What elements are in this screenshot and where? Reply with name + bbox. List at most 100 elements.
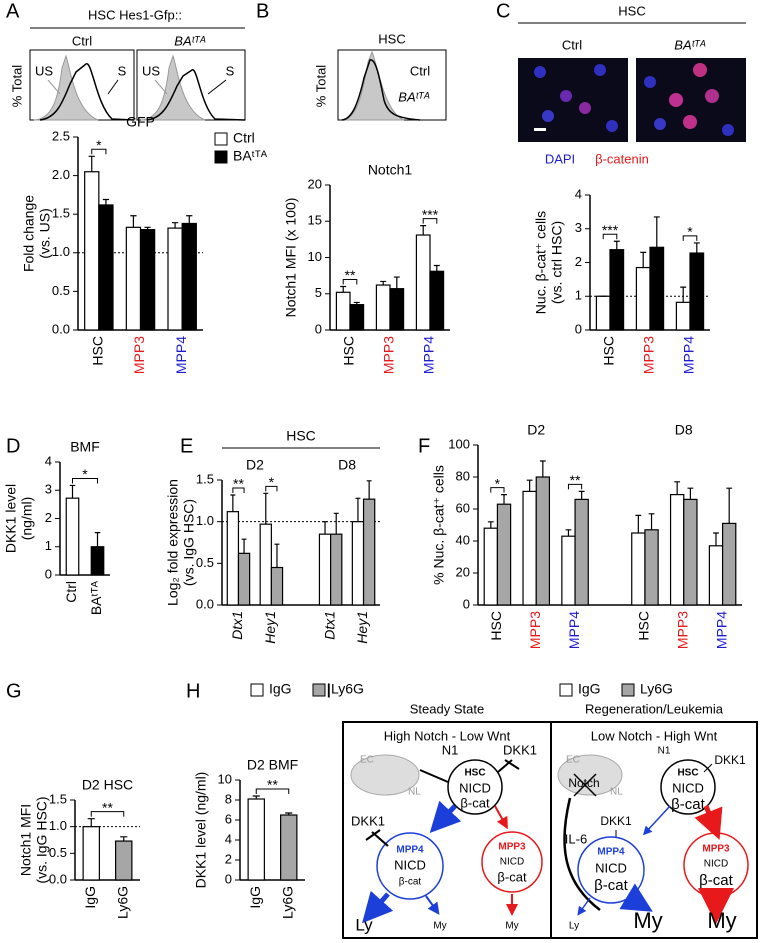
x-tick-label: BAᵗᵀᴬ bbox=[88, 580, 104, 615]
bar bbox=[644, 529, 659, 606]
error-bar bbox=[333, 512, 339, 535]
error-bar bbox=[648, 513, 655, 530]
y-tick-label: 1.0 bbox=[196, 513, 214, 528]
node-label: MPP3 bbox=[498, 842, 526, 853]
y-axis-label: DKK1 level bbox=[3, 484, 19, 553]
y-tick-label: 10 bbox=[218, 771, 232, 786]
histogram-curve bbox=[341, 59, 421, 121]
interaction bbox=[419, 769, 449, 783]
x-tick-label: MPP4 bbox=[566, 611, 582, 649]
group-label: D2 bbox=[527, 422, 545, 438]
bar bbox=[708, 545, 724, 606]
node-label: MPP4 bbox=[597, 847, 625, 858]
bar bbox=[90, 546, 105, 576]
x-tick-label: Ctrl bbox=[63, 581, 79, 603]
x-tick-label: HSC bbox=[601, 336, 617, 366]
significance-label: ** bbox=[267, 777, 278, 793]
y-tick-label: 20 bbox=[308, 176, 322, 191]
chart-title: Notch1 bbox=[368, 162, 413, 178]
x-tick-label: HSC bbox=[341, 336, 357, 366]
bar bbox=[574, 498, 589, 606]
bar bbox=[689, 252, 705, 331]
bar bbox=[125, 226, 142, 331]
error-bar bbox=[186, 215, 193, 224]
bar bbox=[522, 490, 537, 606]
significance-label: * bbox=[82, 466, 88, 482]
arrow bbox=[494, 805, 508, 830]
bar bbox=[362, 498, 376, 606]
bar bbox=[721, 522, 737, 606]
y-tick-label: 20 bbox=[456, 564, 470, 579]
leader bbox=[154, 79, 168, 95]
diagram-label: N1 bbox=[442, 742, 459, 757]
histogram-label: US bbox=[35, 63, 53, 78]
y-tick-label: 100 bbox=[448, 436, 470, 451]
y-axis-label: (vs. IgG HSC) bbox=[181, 499, 197, 586]
y-tick-label: 80 bbox=[456, 468, 470, 483]
legend-swatch bbox=[214, 150, 228, 164]
y-tick-label: 0 bbox=[315, 321, 322, 336]
histogram-curve bbox=[33, 54, 99, 121]
bar bbox=[226, 511, 240, 606]
significance-bracket bbox=[255, 788, 290, 794]
bar bbox=[139, 229, 156, 331]
significance-bracket bbox=[90, 811, 125, 817]
y-tick-label: 2.5 bbox=[52, 128, 70, 143]
diagram-label: DKK1 bbox=[600, 814, 632, 828]
error-bar bbox=[102, 198, 110, 205]
node-label: HSC bbox=[677, 768, 698, 779]
panel-label: A bbox=[6, 0, 20, 22]
arrow bbox=[577, 897, 591, 916]
significance-label: * bbox=[269, 474, 275, 490]
significance-bracket bbox=[265, 485, 278, 492]
legend-swatch bbox=[214, 132, 228, 146]
histogram-curve bbox=[146, 69, 246, 121]
y-axis-label: Notch1 MFI (x 100) bbox=[283, 198, 299, 318]
error-bar bbox=[393, 276, 400, 289]
bar bbox=[318, 533, 332, 606]
stain-label: β-catenin bbox=[595, 151, 649, 166]
arrow bbox=[694, 805, 723, 840]
panel-label: E bbox=[180, 435, 193, 457]
y-axis-label: (ng/ml) bbox=[19, 497, 35, 541]
bar bbox=[649, 246, 665, 331]
stain-label: DAPI bbox=[545, 151, 575, 166]
y-axis-label: Log₂ fold expression bbox=[165, 479, 181, 606]
x-tick-label: MPP4 bbox=[713, 611, 729, 649]
output-label: My bbox=[505, 921, 518, 932]
significance-label: *** bbox=[422, 206, 439, 222]
output-label: Ly bbox=[569, 921, 579, 932]
significance-bracket bbox=[567, 483, 583, 490]
histogram-panel-label: BAᵗᵀᴬ bbox=[174, 33, 206, 48]
bar bbox=[181, 222, 197, 331]
y-tick-label: 2 bbox=[225, 851, 232, 866]
y-axis-label: Notch1 MFI bbox=[18, 804, 34, 876]
output-label: My bbox=[633, 908, 662, 933]
image-panel: HSC Ctrl BAᵗᵀᴬ DAPI β-catenin bbox=[518, 3, 746, 166]
x-tick-label: MPP3 bbox=[674, 611, 690, 649]
arrow bbox=[619, 883, 653, 912]
y-tick-label: 0.5 bbox=[49, 845, 67, 860]
y-tick-label: 4 bbox=[45, 453, 52, 468]
image-panel-label: BAᵗᵀᴬ bbox=[674, 37, 706, 52]
y-axis-label: DKK1 level (ng/ml) bbox=[193, 772, 209, 889]
diagram-label: EC bbox=[360, 755, 374, 766]
y-axis-label: (vs. ctrl HSC) bbox=[549, 221, 565, 304]
bar bbox=[675, 301, 691, 331]
diagram-label: NL bbox=[610, 787, 623, 798]
legend-swatch bbox=[621, 683, 635, 697]
error-bar bbox=[322, 521, 328, 535]
output-label: Ly bbox=[355, 915, 373, 934]
error-bar bbox=[578, 490, 585, 500]
bar bbox=[631, 532, 646, 606]
error-bar bbox=[230, 494, 236, 512]
node-label: NICD bbox=[672, 780, 704, 795]
x-tick-label: MPP3 bbox=[131, 336, 147, 374]
error-bar bbox=[693, 242, 700, 254]
cells bbox=[534, 63, 734, 136]
significance-label: *** bbox=[602, 222, 619, 238]
significance-bracket bbox=[422, 218, 438, 224]
bar bbox=[496, 503, 512, 606]
error-bar bbox=[487, 521, 494, 529]
